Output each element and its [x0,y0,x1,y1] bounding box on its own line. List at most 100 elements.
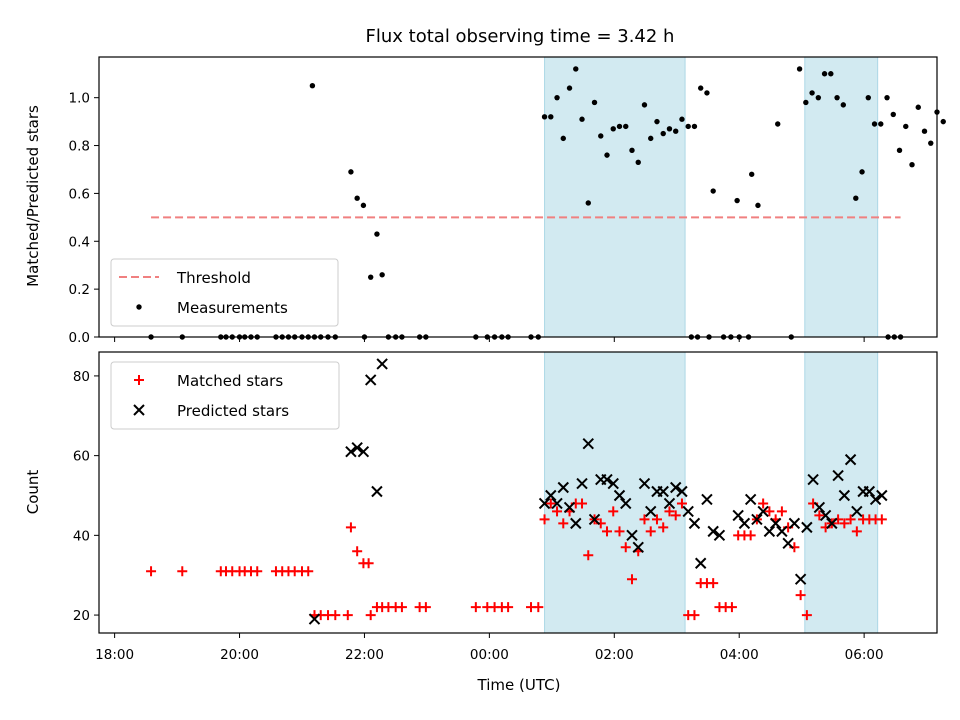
data-point [676,498,687,509]
data-point [764,506,775,517]
data-point [365,610,376,621]
data-point [839,518,850,529]
data-point [551,497,563,510]
x-tick-label: 00:00 [470,647,509,663]
data-point [626,529,638,542]
data-point [876,514,887,525]
data-point [604,152,610,158]
data-point [826,517,838,530]
legend: Matched stars Predicted stars [110,361,340,430]
data-point [360,202,367,209]
data-point [601,473,613,486]
data-point [670,510,681,521]
data-point [940,118,946,125]
data-point [552,506,563,517]
data-point [620,497,632,510]
panel-bottom: 20 40 60 80 18:00 20:00 22:00 00:00 02:00 04:00 06… [73,351,938,663]
data-point [554,94,560,101]
data-point [890,111,896,118]
data-point [613,489,626,502]
data-point [682,505,694,518]
data-point [828,71,834,77]
data-point [782,537,794,550]
y-axis-label-bottom: Count [24,470,42,515]
plot-frame [98,351,938,634]
data-point [909,161,915,168]
data-point [734,197,740,204]
data-point [694,557,707,569]
data-point [330,610,341,621]
data-point [803,99,809,106]
legend-marker [133,404,145,416]
data-point [641,102,648,108]
data-point [420,602,431,613]
data-point [657,485,669,498]
data-point [648,135,654,142]
data-point [871,121,878,127]
y-tick-label: 20 [73,608,90,624]
data-point [697,85,704,91]
data-point [616,123,623,130]
data-point [751,513,763,526]
y-tick-label: 1.0 [69,91,90,107]
data-point [664,506,675,517]
data-point [470,602,481,613]
data-point [745,530,756,541]
data-point [726,602,737,613]
data-point [348,169,354,175]
legend-box [110,258,339,327]
data-point [685,123,691,130]
data-point [749,171,755,177]
data-point [738,517,751,530]
data-point [776,506,787,517]
data-point [813,501,826,514]
data-point [903,123,909,130]
data-point [538,497,551,510]
data-point [851,505,863,518]
x-tick-label: 04:00 [720,647,759,663]
data-point [371,485,383,498]
data-point [863,485,876,498]
data-point [558,518,569,529]
data-point [566,85,573,91]
data-point [309,83,316,89]
data-point [303,566,314,577]
data-point [576,477,588,490]
data-point [801,610,812,621]
data-point [865,94,871,101]
data-point [775,121,781,127]
data-point [676,485,688,498]
y-tick-label: 40 [73,528,90,544]
data-point [776,525,788,538]
data-point [832,469,844,482]
data-point [545,498,556,509]
data-point [788,517,801,530]
data-point [608,506,619,517]
data-point [815,94,822,101]
data-point [732,509,744,522]
data-point [638,477,651,490]
data-point [663,497,676,510]
data-point [710,188,716,194]
data-point [853,195,859,201]
data-point [713,529,726,542]
data-point [915,104,921,110]
data-point [921,128,928,134]
data-point [758,498,769,509]
data-point [545,489,557,502]
data-point [809,90,815,96]
data-point [763,525,776,538]
data-point [573,66,579,72]
data-point [639,514,650,525]
data-point [629,147,635,154]
shaded-interval [544,56,686,338]
y-tick-label: 0.2 [69,282,90,298]
data-point [357,445,370,458]
data-point [503,602,514,613]
data-point [610,126,616,132]
data-point [660,130,666,137]
data-point [614,526,625,537]
data-point [533,602,544,613]
data-point [541,114,548,120]
x-tick-label: 22:00 [345,647,384,663]
